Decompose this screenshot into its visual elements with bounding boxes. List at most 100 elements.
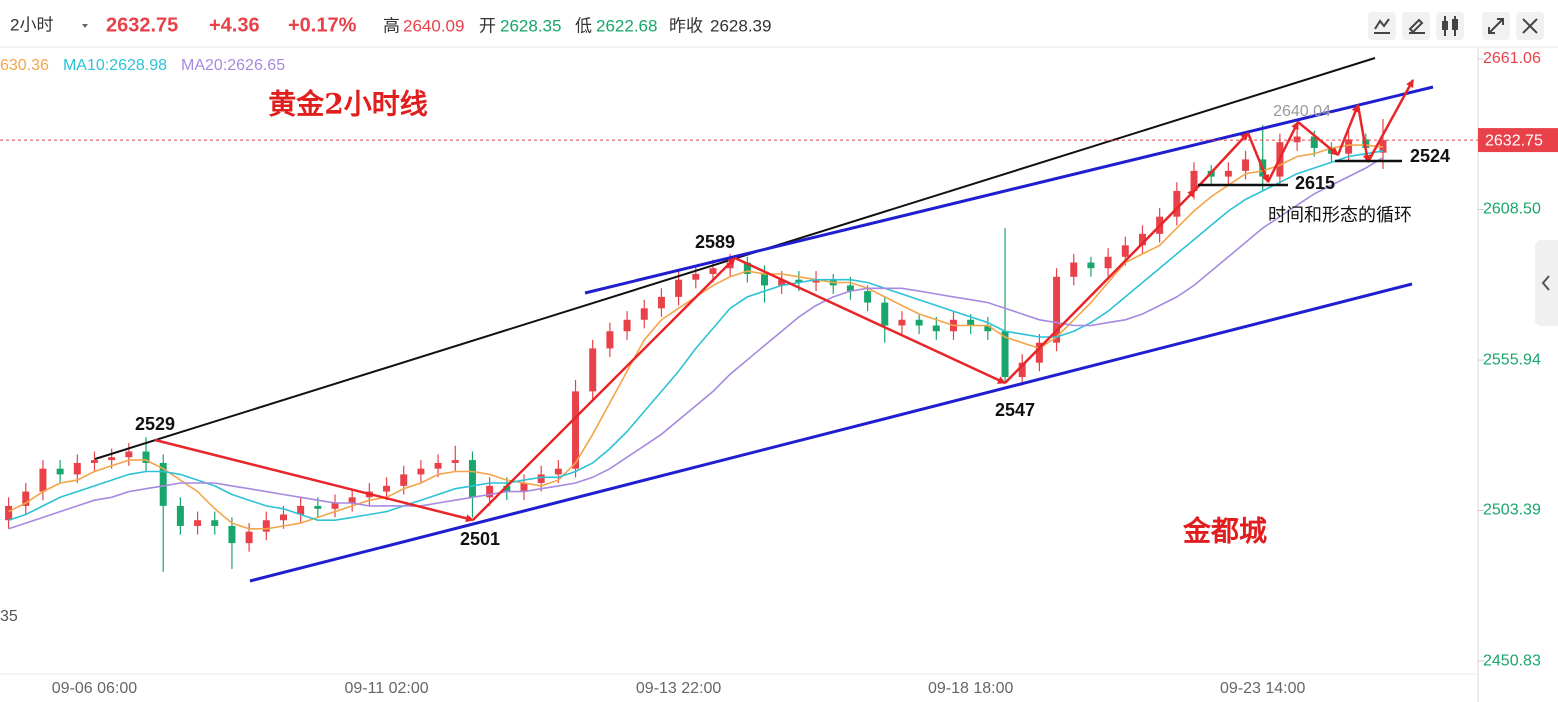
candle-body bbox=[743, 262, 751, 274]
arrow bbox=[1246, 132, 1270, 183]
candle-body bbox=[1242, 159, 1250, 171]
candle-body bbox=[1070, 262, 1078, 277]
candle-body bbox=[108, 457, 116, 461]
candle-body bbox=[984, 325, 992, 332]
x-tick-label: 09-13 22:00 bbox=[636, 680, 722, 697]
candle-body bbox=[5, 505, 13, 521]
level-label: 2547 bbox=[995, 400, 1035, 420]
candle-body bbox=[675, 279, 683, 297]
plot-area bbox=[5, 119, 1387, 572]
candle-body bbox=[194, 520, 202, 526]
candle-body bbox=[932, 325, 940, 332]
candle-body bbox=[881, 302, 889, 326]
candle-body bbox=[56, 468, 64, 475]
x-tick-label: 09-06 06:00 bbox=[52, 680, 138, 697]
tool-indicator[interactable] bbox=[1368, 12, 1396, 40]
candle-body bbox=[468, 460, 476, 498]
candle-body bbox=[73, 462, 81, 475]
level-label: 2529 bbox=[135, 414, 175, 434]
candle-body bbox=[39, 468, 47, 492]
toolbar bbox=[1368, 12, 1544, 40]
candle-body bbox=[1138, 233, 1146, 246]
candle-body bbox=[1018, 362, 1026, 378]
tool-fullscreen-icon bbox=[1488, 18, 1504, 34]
candle-body bbox=[1224, 170, 1232, 177]
candle-body bbox=[1293, 136, 1301, 143]
candle-body bbox=[967, 319, 975, 326]
candle-body bbox=[623, 319, 631, 332]
candle-body bbox=[1035, 342, 1043, 363]
arrow bbox=[1297, 121, 1339, 156]
period-dropdown[interactable] bbox=[82, 24, 88, 28]
low-label: 低 bbox=[575, 16, 592, 35]
candle-body bbox=[1173, 190, 1181, 217]
high-value: 2640.09 bbox=[403, 16, 464, 35]
arrow bbox=[734, 256, 1006, 385]
change-pct: +0.17% bbox=[288, 14, 357, 36]
annotation-note: 时间和形态的循环 bbox=[1268, 205, 1412, 226]
candle-body bbox=[606, 331, 614, 349]
y-tick-label: 2503.39 bbox=[1483, 502, 1541, 519]
candle-body bbox=[778, 279, 786, 286]
arrow bbox=[1004, 189, 1196, 384]
ma-legend: 630.36 bbox=[0, 57, 49, 74]
open-label: 开 bbox=[479, 16, 496, 35]
arrow bbox=[1336, 104, 1360, 156]
ma-legend: MA10:2628.98 bbox=[63, 57, 167, 74]
annotations: 黄金2小时线 金都城 时间和形态的循环 2640.04 35 2529 2501… bbox=[0, 57, 1450, 625]
candle-body bbox=[640, 308, 648, 320]
ma-line bbox=[8, 156, 1384, 530]
candle-body bbox=[400, 474, 408, 486]
candle-body bbox=[434, 462, 442, 469]
candle-body bbox=[383, 485, 391, 492]
arrow bbox=[154, 438, 474, 523]
high-label: 高 bbox=[383, 16, 400, 35]
period[interactable]: 2小时 bbox=[10, 15, 53, 34]
side-panel-toggle[interactable] bbox=[1535, 240, 1558, 326]
side-panel-toggle-icon bbox=[1541, 275, 1550, 291]
arrow bbox=[1266, 121, 1300, 183]
prev-close-label: 昨收 bbox=[669, 16, 703, 35]
tool-candle[interactable] bbox=[1436, 12, 1464, 40]
channel-lower bbox=[249, 282, 1413, 583]
y-tick-label: 2661.06 bbox=[1483, 50, 1541, 67]
candle-body bbox=[486, 485, 494, 498]
candle-body bbox=[1053, 276, 1061, 343]
ma-legend: MA20:2626.65 bbox=[181, 57, 285, 74]
candle-body bbox=[22, 491, 30, 506]
arrow bbox=[1356, 104, 1371, 163]
candle-body bbox=[228, 525, 236, 544]
candle-body bbox=[90, 460, 98, 463]
arrow bbox=[1366, 79, 1415, 163]
candle-body bbox=[1104, 256, 1112, 269]
y-tick-label: 2450.83 bbox=[1483, 652, 1541, 669]
candle-body bbox=[812, 279, 820, 283]
annotation-title: 黄金2小时线 bbox=[268, 88, 427, 121]
level-labels: 2529 2501 2589 2547 2615 2524 bbox=[135, 146, 1450, 549]
candle-body bbox=[314, 505, 322, 509]
peak-label: 2640.04 bbox=[1273, 103, 1331, 120]
candle-body bbox=[572, 391, 580, 469]
arrow bbox=[472, 257, 736, 521]
last-price-tag-label: 2632.75 bbox=[1485, 132, 1543, 149]
tool-draw-icon bbox=[1408, 18, 1425, 34]
level-label: 2615 bbox=[1295, 173, 1335, 193]
tool-indicator-icon bbox=[1374, 18, 1390, 34]
tool-close-icon bbox=[1522, 18, 1538, 34]
level-label: 2524 bbox=[1410, 146, 1450, 166]
candle-body bbox=[451, 460, 459, 463]
prev-close-value: 2628.39 bbox=[710, 16, 771, 35]
ma-line bbox=[8, 150, 1384, 521]
candle-body bbox=[915, 319, 923, 326]
annotation-brand: 金都城 bbox=[1182, 515, 1267, 548]
candle-body bbox=[176, 505, 184, 526]
tool-draw[interactable] bbox=[1402, 12, 1430, 40]
candle-body bbox=[589, 348, 597, 392]
candle-body bbox=[709, 268, 717, 274]
low-value: 2622.68 bbox=[596, 16, 657, 35]
x-tick-label: 09-11 02:00 bbox=[344, 680, 428, 697]
level-label: 2589 bbox=[695, 232, 735, 252]
candle-body bbox=[761, 273, 769, 286]
